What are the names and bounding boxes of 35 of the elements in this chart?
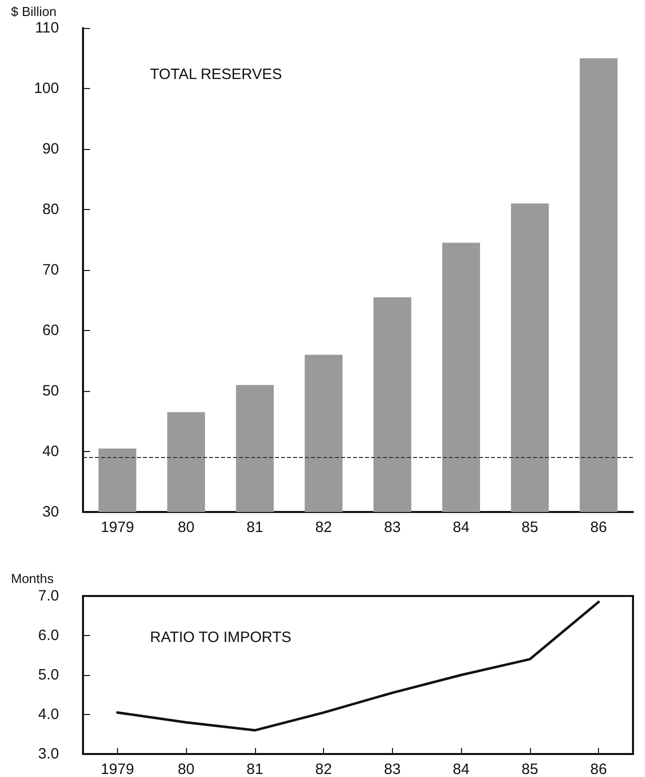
text: TOTAL RESERVES — [150, 66, 282, 83]
x-tick-label: 83 — [384, 519, 401, 536]
x-tick-label: 1979 — [100, 761, 134, 777]
x-tick-label: 82 — [315, 761, 332, 777]
x-tick-label: 85 — [522, 761, 538, 777]
y-axis-title: $ Billion — [11, 4, 57, 19]
y-tick-label: 3.0 — [38, 746, 59, 762]
y-tick-label: 4.0 — [38, 706, 59, 723]
x-tick-label: 81 — [246, 761, 264, 777]
y-tick-label: 30 — [42, 504, 59, 520]
y-tick-label: 6.0 — [38, 627, 59, 644]
x-tick-label: 84 — [452, 761, 470, 777]
x-tick-label: 84 — [452, 519, 470, 536]
x-tick-label: 80 — [178, 519, 194, 536]
x-tick-label: 85 — [522, 519, 538, 536]
y-tick-label: 5.0 — [38, 666, 59, 684]
x-tick-label: 81 — [246, 519, 264, 536]
y-tick-label: 7.0 — [38, 588, 59, 604]
x-tick-label: 1979 — [100, 519, 134, 536]
y-tick-label: 50 — [42, 382, 59, 400]
x-tick-label: 80 — [178, 761, 194, 777]
y-tick-label: 70 — [42, 262, 59, 278]
x-tick-label: 86 — [590, 761, 607, 777]
x-tick-label: 83 — [384, 761, 401, 777]
y-tick-label: 100 — [34, 80, 59, 97]
y-tick-label: 40 — [42, 443, 59, 460]
x-tick-label: 86 — [590, 519, 607, 536]
y-tick-label: 60 — [42, 322, 59, 339]
x-tick-label: 82 — [315, 519, 332, 536]
y-axis-title: Months — [11, 571, 54, 586]
y-tick-label: 110 — [35, 20, 59, 36]
line-series — [116, 600, 600, 732]
y-tick-label: 80 — [42, 201, 59, 218]
y-tick-label: 90 — [42, 140, 59, 158]
text: RATIO TO IMPORTS — [150, 629, 292, 646]
